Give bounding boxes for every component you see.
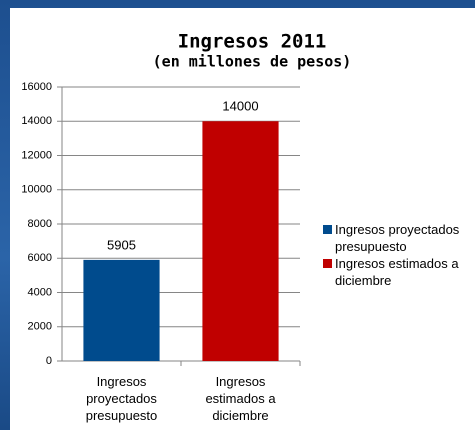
legend-swatch bbox=[323, 225, 332, 234]
legend-label: Ingresos proyectados presupuesto bbox=[335, 222, 460, 254]
y-tick-label: 6000 bbox=[28, 252, 52, 264]
y-tick-label: 16000 bbox=[21, 81, 52, 93]
data-label: 5905 bbox=[107, 237, 136, 252]
chart-title: Ingresos 2011 bbox=[178, 31, 327, 53]
y-tick-label: 0 bbox=[46, 355, 52, 367]
bar bbox=[202, 121, 279, 361]
x-tick-label: Ingresos estimados a diciembre bbox=[205, 374, 276, 423]
y-tick-label: 8000 bbox=[28, 218, 52, 230]
x-tick-label: Ingresos proyectados presupuesto bbox=[85, 374, 158, 423]
y-tick-label: 2000 bbox=[28, 321, 52, 333]
y-tick-label: 12000 bbox=[21, 149, 52, 161]
bar bbox=[83, 259, 160, 361]
legend-label: Ingresos estimados a diciembre bbox=[335, 256, 459, 288]
data-label: 14000 bbox=[222, 99, 258, 114]
legend-swatch bbox=[323, 259, 332, 268]
y-tick-label: 10000 bbox=[21, 184, 52, 196]
chart-subtitle: (en millones de pesos) bbox=[153, 53, 352, 71]
y-tick-label: 14000 bbox=[21, 115, 52, 127]
y-tick-label: 4000 bbox=[28, 286, 52, 298]
